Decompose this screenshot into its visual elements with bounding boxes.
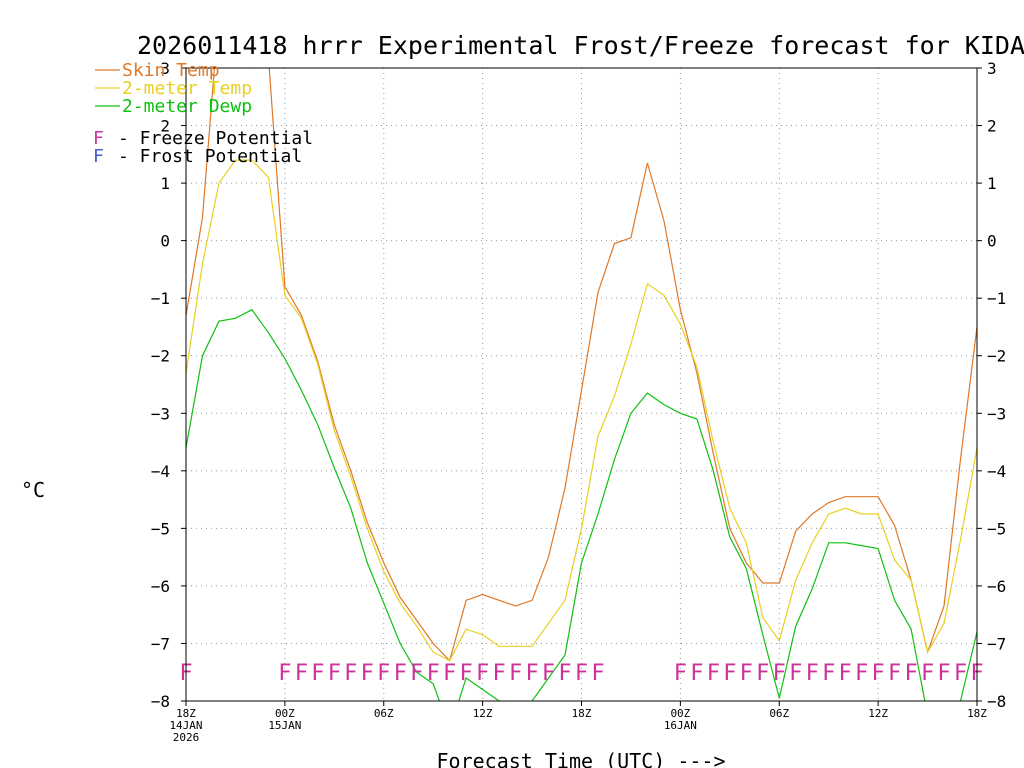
freeze-potential-mark: F xyxy=(855,661,868,686)
freeze-potential-mark: F xyxy=(806,661,819,686)
y-tick-label-left: −5 xyxy=(151,519,170,538)
y-tick-label-left: −2 xyxy=(151,347,170,366)
freeze-potential-mark: F xyxy=(558,661,571,686)
x-tick-label: 18Z xyxy=(967,707,987,720)
freeze-potential-mark: F xyxy=(904,661,917,686)
freeze-potential-mark: F xyxy=(278,661,291,686)
series-group xyxy=(186,68,977,701)
y-ticks-right: 3 2 1 0 −1 −2 −3 −4 −5 −6 −7 −8 xyxy=(977,59,1006,711)
grid-lines xyxy=(186,68,977,701)
y-axis-label: °C xyxy=(21,478,45,502)
y-tick-label-right: −2 xyxy=(987,347,1006,366)
x-tick-label: 06Z xyxy=(769,707,789,720)
freeze-potential-mark: F xyxy=(740,661,753,686)
x-tick-label: 06Z xyxy=(374,707,394,720)
freeze-potential-mark: F xyxy=(591,661,604,686)
legend-label: 2-meter Dewp xyxy=(122,96,252,117)
freeze-potential-mark: F xyxy=(954,661,967,686)
freeze-potential-mark: F xyxy=(674,661,687,686)
x-tick-label: 00Z xyxy=(670,707,690,720)
y-tick-label-right: −1 xyxy=(987,289,1006,308)
freeze-potential-mark: F xyxy=(872,661,885,686)
y-tick-label-right: −6 xyxy=(987,577,1006,596)
series-line-2-meter-dewp xyxy=(186,308,977,701)
y-tick-label-left: −3 xyxy=(151,404,170,423)
x-tick-label: 12Z xyxy=(868,707,888,720)
legend-label: 2-meter Temp xyxy=(122,78,252,99)
freeze-potential-mark: F xyxy=(377,661,390,686)
x-tick-label: 14JAN xyxy=(169,719,202,732)
freeze-potential-mark: F xyxy=(542,661,555,686)
x-tick-label: 18Z xyxy=(572,707,592,720)
potential-legend-symbol: F xyxy=(93,146,104,167)
freeze-potential-mark: F xyxy=(690,661,703,686)
y-tick-label-right: 3 xyxy=(987,59,997,78)
freeze-potential-mark: F xyxy=(344,661,357,686)
y-tick-label-right: 2 xyxy=(987,117,997,136)
chart-title: 2026011418 hrrr Experimental Frost/Freez… xyxy=(137,31,1024,60)
freeze-potential-mark: F xyxy=(723,661,736,686)
legend-label: Skin Temp xyxy=(122,60,220,81)
x-tick-label: 16JAN xyxy=(664,719,697,732)
series-line-2-meter-temp xyxy=(186,159,977,662)
x-tick-label: 00Z xyxy=(275,707,295,720)
freeze-potential-mark: F xyxy=(525,661,538,686)
freeze-potential-mark: F xyxy=(707,661,720,686)
potential-legend-text: - Freeze Potential xyxy=(118,128,313,149)
freeze-potential-mark: F xyxy=(509,661,522,686)
y-tick-label-right: −3 xyxy=(987,404,1006,423)
freeze-potential-mark: F xyxy=(575,661,588,686)
freeze-potential-mark: F xyxy=(492,661,505,686)
freeze-potential-mark: F xyxy=(921,661,934,686)
plot-frame xyxy=(185,67,978,702)
x-tick-label: 12Z xyxy=(473,707,493,720)
y-tick-label-right: −5 xyxy=(987,519,1006,538)
x-tick-label: 2026 xyxy=(173,731,200,744)
y-tick-label-left: −7 xyxy=(151,634,170,653)
freeze-potential-mark: F xyxy=(311,661,324,686)
freeze-potential-mark: F xyxy=(460,661,473,686)
freeze-potential-mark: F xyxy=(410,661,423,686)
freeze-potential-mark: F xyxy=(888,661,901,686)
y-tick-label-right: 0 xyxy=(987,232,997,251)
freeze-potential-mark: F xyxy=(937,661,950,686)
y-tick-label-left: −1 xyxy=(151,289,170,308)
freeze-potential-mark: F xyxy=(295,661,308,686)
y-tick-label-right: −4 xyxy=(987,462,1006,481)
freeze-potential-mark: F xyxy=(361,661,374,686)
potential-legend-text: - Frost Potential xyxy=(118,146,302,167)
freeze-potential-mark: F xyxy=(394,661,407,686)
x-axis-label: Forecast Time (UTC) ---> xyxy=(437,749,726,768)
series-line-skin-temp xyxy=(186,68,977,662)
freeze-potential-mark: F xyxy=(839,661,852,686)
freeze-potential-mark: F xyxy=(427,661,440,686)
y-tick-label-left: 2 xyxy=(160,117,170,136)
x-tick-label: 18Z xyxy=(176,707,196,720)
freeze-potential-mark: F xyxy=(789,661,802,686)
x-tick-label: 15JAN xyxy=(268,719,301,732)
y-tick-label-right: 1 xyxy=(987,174,997,193)
y-tick-label-left: 0 xyxy=(160,232,170,251)
y-tick-label-right: −7 xyxy=(987,634,1006,653)
freeze-potential-mark: F xyxy=(822,661,835,686)
y-tick-label-left: −8 xyxy=(151,692,170,711)
freeze-potential-mark: F xyxy=(756,661,769,686)
potential-legend-symbol: F xyxy=(93,128,104,149)
y-tick-label-left: −4 xyxy=(151,462,170,481)
freeze-potential-mark: F xyxy=(328,661,341,686)
y-tick-label-left: 3 xyxy=(160,59,170,78)
y-ticks-left: 3 2 1 0 −1 −2 −3 −4 −5 −6 −7 −8 xyxy=(151,59,186,711)
freeze-potential-mark: F xyxy=(773,661,786,686)
y-tick-label-right: −8 xyxy=(987,692,1006,711)
y-tick-label-left: 1 xyxy=(160,174,170,193)
freeze-potential-mark: F xyxy=(476,661,489,686)
y-tick-label-left: −6 xyxy=(151,577,170,596)
freeze-potential-mark: F xyxy=(443,661,456,686)
